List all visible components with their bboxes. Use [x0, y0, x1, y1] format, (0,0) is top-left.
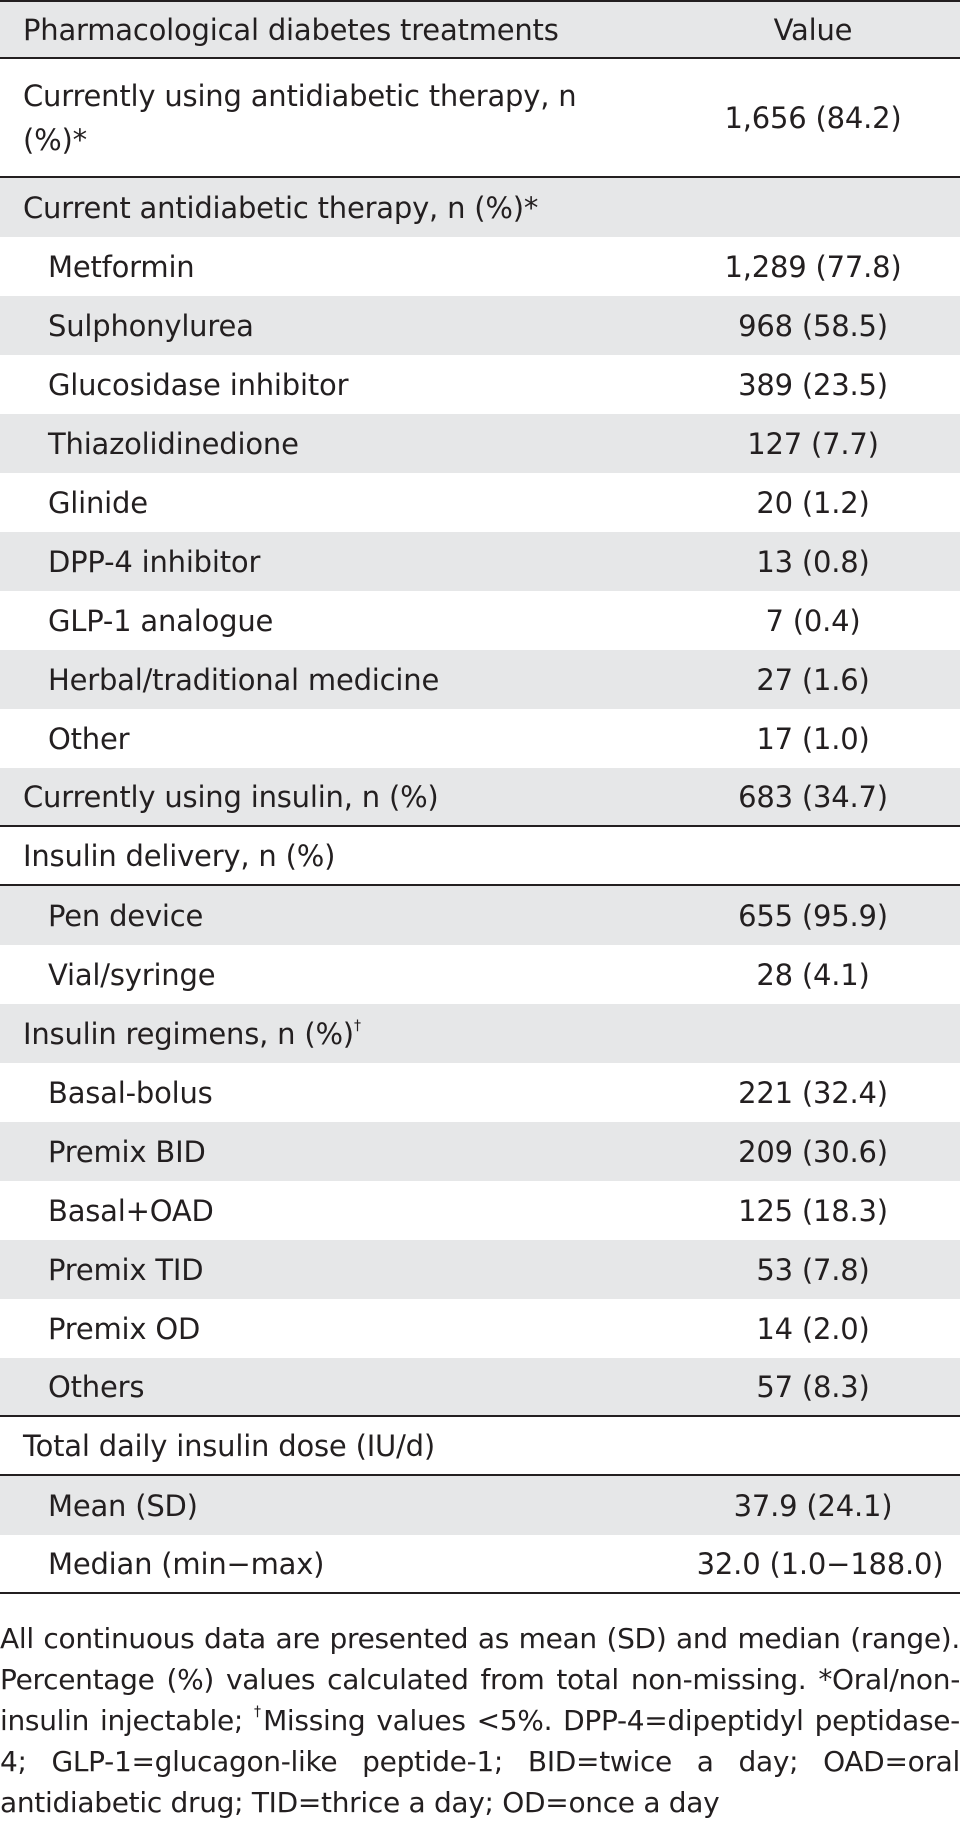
- row-label: Mean (SD): [48, 1488, 198, 1523]
- row-value: 683 (34.7): [738, 779, 888, 814]
- row-value: 14 (2.0): [756, 1311, 870, 1346]
- table-row: DPP-4 inhibitor 13 (0.8): [0, 532, 960, 591]
- table-row: Herbal/traditional medicine 27 (1.6): [0, 650, 960, 709]
- row-value: 57 (8.3): [756, 1369, 870, 1404]
- row-value: 1,656 (84.2): [724, 100, 902, 135]
- table-row: Pen device 655 (95.9): [0, 886, 960, 945]
- table-row: Others 57 (8.3): [0, 1358, 960, 1417]
- row-label: DPP-4 inhibitor: [48, 544, 261, 579]
- table-row: Premix BID 209 (30.6): [0, 1122, 960, 1181]
- row-label: Glucosidase inhibitor: [48, 367, 349, 402]
- section-label-text: Insulin regimens, n (%): [23, 1016, 354, 1051]
- row-value: 32.0 (1.0−188.0): [696, 1546, 944, 1581]
- table-row: Sulphonylurea 968 (58.5): [0, 296, 960, 355]
- row-value: 17 (1.0): [756, 721, 870, 756]
- row-value: 968 (58.5): [738, 308, 888, 343]
- row-value: 37.9 (24.1): [733, 1488, 893, 1523]
- row-label: Glinide: [48, 485, 148, 520]
- row-label: Basal-bolus: [48, 1075, 213, 1110]
- footnote-text: Missing values <5%. DPP-4=dipeptidyl pep…: [0, 1704, 960, 1819]
- row-label: Metformin: [48, 249, 195, 284]
- row-label: Median (min−max): [48, 1546, 325, 1581]
- dagger-mark: †: [353, 1017, 361, 1034]
- table-row: Premix OD 14 (2.0): [0, 1299, 960, 1358]
- dagger-mark: †: [253, 1704, 264, 1720]
- row-value: 13 (0.8): [756, 544, 870, 579]
- row-label: Herbal/traditional medicine: [48, 662, 440, 697]
- header-value: Value: [773, 12, 853, 47]
- table-row: Premix TID 53 (7.8): [0, 1240, 960, 1299]
- section-label: Insulin delivery, n (%): [23, 838, 336, 873]
- row-label: Currently using insulin, n (%): [23, 779, 439, 814]
- row-label: Thiazolidinedione: [48, 426, 299, 461]
- table-section-row: Total daily insulin dose (IU/d): [0, 1417, 960, 1476]
- table-row: Mean (SD) 37.9 (24.1): [0, 1476, 960, 1535]
- row-value: 20 (1.2): [756, 485, 870, 520]
- row-value: 127 (7.7): [747, 426, 879, 461]
- section-label: Current antidiabetic therapy, n (%)*: [23, 190, 539, 225]
- table-row: Basal+OAD 125 (18.3): [0, 1181, 960, 1240]
- row-label: Pen device: [48, 898, 204, 933]
- treatments-table: Pharmacological diabetes treatments Valu…: [0, 0, 960, 1594]
- table-row: Metformin 1,289 (77.8): [0, 237, 960, 296]
- row-value: 209 (30.6): [738, 1134, 888, 1169]
- row-label: Premix OD: [48, 1311, 201, 1346]
- table-row: Currently using antidiabetic therapy, n …: [0, 59, 960, 178]
- row-value: 7 (0.4): [765, 603, 861, 638]
- row-label: Premix BID: [48, 1134, 206, 1169]
- row-value: 27 (1.6): [756, 662, 870, 697]
- table-header-row: Pharmacological diabetes treatments Valu…: [0, 0, 960, 59]
- header-label: Pharmacological diabetes treatments: [23, 12, 559, 47]
- row-value: 1,289 (77.8): [724, 249, 902, 284]
- table-footnote: All continuous data are presented as mea…: [0, 1618, 960, 1823]
- table-row: Basal-bolus 221 (32.4): [0, 1063, 960, 1122]
- row-label: Premix TID: [48, 1252, 204, 1287]
- table-row: Median (min−max) 32.0 (1.0−188.0): [0, 1535, 960, 1594]
- table-section-row: Insulin delivery, n (%): [0, 827, 960, 886]
- row-label: Basal+OAD: [48, 1193, 214, 1228]
- table-row: GLP-1 analogue 7 (0.4): [0, 591, 960, 650]
- table-row: Currently using insulin, n (%) 683 (34.7…: [0, 768, 960, 827]
- section-label: Total daily insulin dose (IU/d): [23, 1428, 435, 1463]
- table-row: Thiazolidinedione 127 (7.7): [0, 414, 960, 473]
- row-label: Other: [48, 721, 130, 756]
- row-label: Sulphonylurea: [48, 308, 254, 343]
- row-label: Others: [48, 1369, 145, 1404]
- row-value: 655 (95.9): [738, 898, 888, 933]
- row-label: Vial/syringe: [48, 957, 216, 992]
- table-row: Vial/syringe 28 (4.1): [0, 945, 960, 1004]
- row-label: Currently using antidiabetic therapy, n …: [23, 78, 577, 157]
- section-label: Insulin regimens, n (%)†: [23, 1012, 603, 1056]
- row-value: 53 (7.8): [756, 1252, 870, 1287]
- table-row: Other 17 (1.0): [0, 709, 960, 768]
- row-value: 28 (4.1): [756, 957, 870, 992]
- footnote-text: All continuous data are presented as mea…: [0, 1622, 960, 1737]
- table-section-row: Insulin regimens, n (%)†: [0, 1004, 960, 1063]
- row-value: 389 (23.5): [738, 367, 888, 402]
- table-section-row: Current antidiabetic therapy, n (%)*: [0, 178, 960, 237]
- table-row: Glucosidase inhibitor 389 (23.5): [0, 355, 960, 414]
- row-label: GLP-1 analogue: [48, 603, 274, 638]
- row-value: 125 (18.3): [738, 1193, 888, 1228]
- row-value: 221 (32.4): [738, 1075, 888, 1110]
- table-row: Glinide 20 (1.2): [0, 473, 960, 532]
